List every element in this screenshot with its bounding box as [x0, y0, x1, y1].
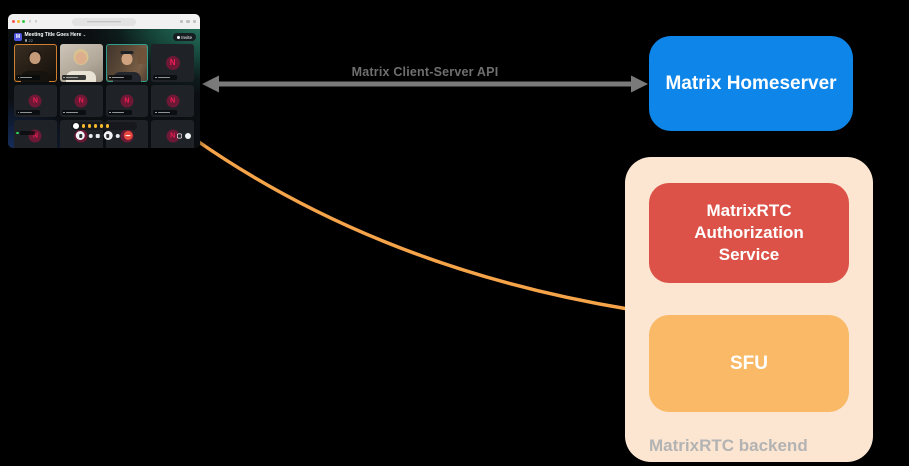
- emoji-icon[interactable]: [93, 124, 97, 128]
- arrowhead-left: [202, 75, 219, 93]
- share-icon[interactable]: [179, 19, 183, 24]
- video-tile-placeholder[interactable]: N: [105, 85, 149, 117]
- call-controls: [75, 131, 133, 140]
- toolbar-actions: [179, 19, 196, 24]
- video-tile-placeholder[interactable]: N: [151, 120, 194, 148]
- maximize-window-icon[interactable]: [22, 20, 25, 23]
- mic-status-icon: [109, 111, 111, 114]
- browser-toolbar: ‹ ›: [8, 14, 200, 29]
- video-tile-placeholder[interactable]: N: [14, 85, 57, 117]
- video-call-app: M Meeting Title Goes Here ⌄ 22 Invite: [8, 29, 200, 148]
- letter-avatar: N: [120, 94, 134, 108]
- emoji-icon[interactable]: [99, 124, 103, 128]
- camera-button[interactable]: [103, 131, 113, 140]
- settings-button[interactable]: [115, 133, 120, 138]
- room-avatar: M: [14, 33, 22, 41]
- emoji-icon[interactable]: [105, 124, 109, 128]
- mic-status-icon: [17, 111, 20, 114]
- green-dot-icon: [16, 131, 19, 135]
- mute-badge-icon: [176, 133, 182, 139]
- auth-service-node: MatrixRTC Authorization Service: [649, 183, 849, 283]
- mic-status-icon: [154, 76, 157, 79]
- speaking-indicator: [16, 131, 35, 135]
- address-bar[interactable]: [72, 17, 136, 26]
- video-tile-placeholder[interactable]: N: [14, 120, 57, 148]
- minimize-window-icon[interactable]: [17, 20, 20, 23]
- client-server-api-arrow: [202, 75, 648, 93]
- reaction-toggle-icon[interactable]: [73, 123, 79, 129]
- invite-button[interactable]: Invite: [172, 33, 196, 41]
- video-tile-speaker-3[interactable]: [105, 44, 149, 82]
- call-header: M Meeting Title Goes Here ⌄ 22 Invite: [14, 31, 196, 43]
- backend-caption: MatrixRTC backend: [649, 436, 808, 455]
- sfu-node: SFU: [649, 315, 849, 412]
- raise-hand-button[interactable]: [88, 133, 93, 138]
- mic-status-icon: [63, 76, 66, 79]
- client-backend-connection-curve: [194, 138, 630, 311]
- person-figure: [121, 53, 133, 65]
- forward-icon[interactable]: ›: [35, 18, 37, 25]
- back-icon[interactable]: ‹: [29, 18, 31, 25]
- video-tile-placeholder[interactable]: N: [59, 85, 103, 117]
- participant-name-pill: [61, 75, 86, 80]
- participant-name-pill: [107, 110, 132, 115]
- tabs-overview-icon[interactable]: [192, 19, 196, 24]
- close-window-icon[interactable]: [12, 20, 15, 23]
- call-title-block[interactable]: Meeting Title Goes Here ⌄ 22: [24, 31, 87, 43]
- invite-icon: [176, 35, 180, 39]
- matrixrtc-backend-container: MatrixRTC Authorization Service SFU Matr…: [625, 157, 873, 462]
- participant-name-pill: [153, 75, 178, 80]
- mic-status-icon: [17, 76, 20, 79]
- video-tile-placeholder[interactable]: N: [151, 44, 194, 82]
- letter-avatar: N: [165, 56, 180, 70]
- browser-window: ‹ › M Meeting Title Goes Here ⌄ 22 Invit…: [8, 14, 200, 148]
- person-icon: [24, 39, 27, 42]
- video-tile-speaker-1[interactable]: [14, 44, 57, 82]
- mic-status-icon: [63, 111, 66, 114]
- letter-avatar: N: [74, 94, 88, 108]
- participant-name-pill: [16, 75, 40, 80]
- tile-menu-icon[interactable]: [184, 133, 191, 139]
- screenshare-button[interactable]: [95, 133, 100, 138]
- api-arrow-label: Matrix Client-Server API: [351, 65, 499, 79]
- letter-avatar: N: [166, 129, 180, 143]
- chevron-down-icon: ⌄: [82, 31, 87, 37]
- mic-status-icon: [154, 111, 157, 114]
- meeting-title: Meeting Title Goes Here ⌄: [24, 31, 87, 38]
- arrowhead-right: [631, 75, 648, 93]
- participant-name-pill: [107, 75, 132, 80]
- new-tab-icon[interactable]: [186, 19, 190, 24]
- participant-name-pill: [61, 110, 86, 115]
- mic-status-icon: [109, 76, 111, 79]
- emoji-icon[interactable]: [81, 124, 85, 128]
- letter-avatar: N: [166, 94, 180, 108]
- participant-count: 22: [24, 38, 87, 43]
- video-tile-grid: N N N N N: [14, 44, 194, 148]
- emoji-icon[interactable]: [87, 124, 91, 128]
- participant-name-pill: [153, 110, 178, 115]
- homeserver-node: Matrix Homeserver: [649, 36, 853, 131]
- hangup-button[interactable]: [123, 131, 133, 140]
- video-tile-speaker-2[interactable]: [59, 44, 103, 82]
- video-tile-placeholder[interactable]: N: [151, 85, 194, 117]
- letter-avatar: N: [28, 94, 42, 108]
- address-bar-text: [87, 20, 121, 23]
- participant-name-pill: [16, 110, 40, 115]
- headphones-icon: [120, 51, 134, 54]
- reaction-bar[interactable]: [71, 122, 137, 130]
- mic-button[interactable]: [75, 131, 85, 140]
